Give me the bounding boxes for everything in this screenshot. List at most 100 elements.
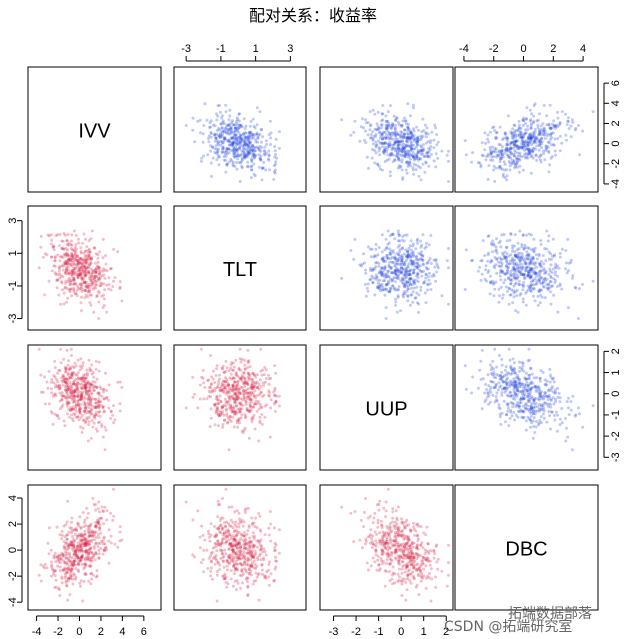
scatter-point	[59, 347, 63, 351]
scatter-point	[246, 153, 250, 157]
scatter-point	[540, 397, 544, 401]
scatter-point	[406, 126, 410, 129]
scatter-point	[401, 147, 405, 151]
scatter-point	[565, 400, 569, 404]
scatter-point	[215, 139, 219, 143]
scatter-point	[567, 413, 571, 417]
scatter-point	[97, 317, 101, 320]
scatter-point	[527, 137, 531, 141]
scatter-point	[202, 397, 206, 401]
scatter-point	[494, 150, 498, 154]
scatter-point	[213, 151, 217, 154]
scatter-point	[417, 151, 421, 155]
scatter-point	[89, 303, 93, 307]
scatter-point	[58, 259, 62, 263]
scatter-point	[216, 499, 220, 503]
panel-ivv-dbc	[454, 66, 599, 193]
scatter-point	[426, 139, 430, 143]
scatter-point	[396, 154, 400, 158]
scatter-point	[378, 167, 382, 171]
scatter-point	[511, 146, 515, 150]
scatter-point	[423, 246, 427, 250]
scatter-point	[83, 288, 87, 292]
scatter-point	[537, 148, 541, 152]
scatter-point	[377, 126, 381, 130]
scatter-point	[89, 546, 93, 550]
scatter-point	[384, 114, 388, 118]
scatter-point	[393, 131, 397, 135]
scatter-point	[349, 249, 353, 252]
scatter-point	[260, 395, 264, 398]
scatter-point	[53, 585, 57, 589]
scatter-point	[233, 123, 237, 127]
scatter-point	[495, 398, 498, 402]
scatter-point	[243, 131, 247, 135]
scatter-point	[421, 134, 425, 138]
scatter-point	[391, 122, 395, 126]
scatter-point	[225, 400, 229, 404]
scatter-point	[547, 151, 551, 154]
scatter-point	[58, 533, 62, 537]
scatter-point	[267, 533, 271, 537]
scatter-point	[245, 408, 249, 412]
scatter-point	[514, 392, 518, 396]
scatter-point	[508, 262, 512, 266]
scatter-point	[82, 567, 86, 570]
scatter-point	[66, 296, 70, 300]
scatter-point	[396, 144, 400, 148]
scatter-point	[520, 139, 524, 143]
scatter-point	[73, 267, 76, 271]
scatter-point	[221, 425, 225, 429]
scatter-point	[395, 116, 399, 120]
scatter-point	[416, 139, 420, 143]
scatter-point	[207, 134, 211, 138]
scatter-point	[64, 281, 68, 285]
scatter-point	[371, 137, 375, 141]
scatter-point	[87, 423, 91, 427]
scatter-point	[518, 158, 522, 162]
scatter-point	[389, 143, 393, 147]
scatter-point	[251, 133, 255, 137]
scatter-point	[66, 260, 69, 264]
scatter-point	[489, 150, 493, 154]
scatter-point	[253, 549, 257, 553]
scatter-point	[547, 234, 551, 238]
scatter-point	[447, 302, 450, 306]
scatter-point	[231, 368, 235, 372]
scatter-point	[272, 170, 276, 174]
scatter-point	[399, 164, 403, 168]
scatter-point	[102, 537, 106, 540]
scatter-point	[243, 144, 247, 148]
scatter-point	[421, 148, 425, 152]
scatter-point	[243, 143, 246, 147]
scatter-point	[394, 300, 398, 304]
scatter-point	[269, 406, 273, 410]
scatter-point	[373, 149, 377, 152]
scatter-point	[84, 237, 87, 241]
scatter-point	[553, 149, 557, 153]
scatter-point	[41, 255, 45, 259]
scatter-point	[118, 409, 122, 413]
scatter-point	[261, 135, 265, 139]
scatter-point	[532, 120, 535, 123]
scatter-point	[471, 375, 475, 379]
scatter-point	[392, 114, 396, 118]
scatter-point	[402, 145, 406, 149]
scatter-point	[565, 261, 568, 265]
scatter-point	[258, 144, 262, 148]
scatter-point	[569, 260, 573, 264]
scatter-point	[415, 156, 419, 160]
scatter-point	[532, 121, 536, 125]
scatter-point	[252, 135, 255, 139]
scatter-point	[508, 358, 512, 362]
scatter-point	[499, 157, 503, 161]
scatter-point	[253, 126, 257, 130]
scatter-point	[205, 118, 209, 122]
diag-label-tlt: TLT	[223, 259, 257, 281]
scatter-point	[80, 431, 84, 434]
scatter-point	[406, 295, 410, 298]
scatter-point	[391, 131, 395, 135]
scatter-point	[386, 124, 390, 128]
scatter-point	[231, 149, 235, 153]
scatter-point	[56, 380, 60, 384]
